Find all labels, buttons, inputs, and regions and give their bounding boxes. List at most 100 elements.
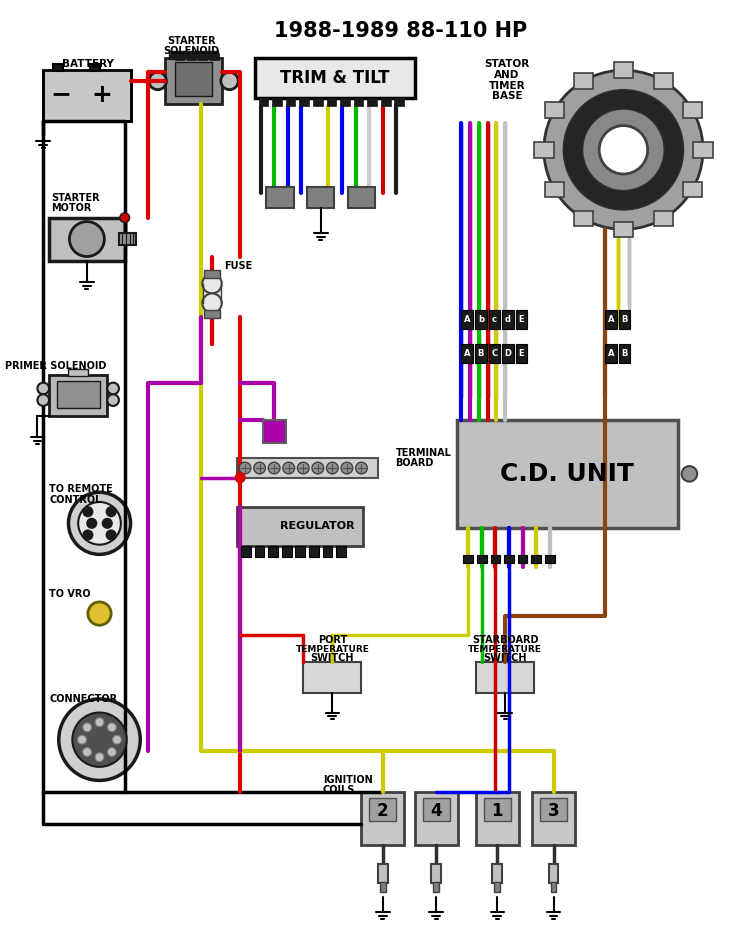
Text: COILS: COILS [323, 785, 355, 795]
Circle shape [83, 530, 93, 540]
Bar [187, 53, 196, 60]
Bar [653, 73, 673, 89]
Bar [119, 234, 137, 245]
Bar [456, 419, 678, 528]
Text: SWITCH: SWITCH [311, 653, 354, 663]
Bar [354, 98, 363, 106]
Circle shape [37, 394, 49, 406]
Bar [476, 792, 519, 845]
Bar [532, 792, 575, 845]
Circle shape [83, 723, 92, 732]
Bar [272, 98, 282, 106]
Bar [268, 546, 278, 557]
Text: TO REMOTE: TO REMOTE [49, 484, 112, 494]
Circle shape [202, 274, 222, 294]
Bar [262, 419, 286, 443]
Bar [605, 310, 617, 329]
Circle shape [149, 72, 166, 90]
Circle shape [95, 753, 104, 762]
Text: B: B [621, 349, 628, 358]
Circle shape [83, 507, 93, 517]
Circle shape [107, 723, 116, 732]
Circle shape [83, 748, 92, 756]
Text: A: A [464, 349, 470, 358]
Bar [516, 344, 528, 363]
Circle shape [120, 213, 129, 222]
Text: E: E [519, 315, 524, 325]
Circle shape [599, 126, 648, 174]
Circle shape [107, 507, 116, 517]
Bar [574, 73, 593, 89]
Text: CONNECTOR: CONNECTOR [49, 694, 117, 704]
Bar [484, 798, 511, 821]
Text: TEMPERATURE: TEMPERATURE [468, 645, 542, 654]
Text: 1988-1989 88-110 HP: 1988-1989 88-110 HP [273, 22, 527, 41]
Text: D: D [504, 349, 512, 358]
Bar [57, 381, 99, 408]
Bar [534, 142, 553, 158]
Text: A: A [608, 349, 614, 358]
Bar [475, 310, 487, 329]
Bar [683, 102, 702, 118]
Text: CONTROL: CONTROL [49, 495, 101, 505]
Bar [423, 798, 450, 821]
Text: C: C [491, 349, 498, 358]
Bar [693, 142, 713, 158]
Bar [241, 546, 251, 557]
Circle shape [107, 530, 116, 540]
Bar [313, 98, 323, 106]
Text: A: A [608, 315, 614, 325]
Bar [68, 369, 88, 376]
Bar [495, 883, 501, 892]
Bar [49, 375, 107, 416]
Text: BATTERY: BATTERY [62, 59, 114, 69]
Bar [462, 310, 473, 329]
Text: PORT: PORT [318, 635, 347, 644]
Circle shape [235, 473, 245, 482]
Bar [574, 211, 593, 226]
Bar [165, 57, 222, 104]
Bar [90, 65, 99, 71]
Bar [516, 310, 528, 329]
Circle shape [202, 294, 222, 312]
Circle shape [78, 502, 121, 545]
Text: STARTER: STARTER [168, 37, 216, 46]
Bar [502, 344, 514, 363]
Bar [237, 459, 378, 477]
Circle shape [298, 462, 309, 474]
Bar [614, 221, 633, 237]
Text: d: d [505, 315, 511, 325]
Circle shape [68, 492, 131, 554]
Circle shape [69, 221, 104, 256]
Bar [282, 546, 292, 557]
Text: +: + [91, 83, 112, 107]
Bar [309, 546, 319, 557]
Text: AND: AND [495, 70, 520, 80]
Bar [545, 182, 564, 197]
Text: FUSE: FUSE [223, 261, 252, 271]
Bar [255, 57, 415, 98]
Bar [326, 98, 336, 106]
Text: BASE: BASE [492, 91, 523, 101]
Circle shape [88, 602, 111, 626]
Circle shape [583, 109, 664, 190]
Bar [210, 53, 219, 60]
Bar [255, 546, 265, 557]
Bar [463, 555, 473, 563]
Circle shape [102, 519, 112, 528]
Bar [175, 53, 184, 60]
Bar [415, 792, 457, 845]
Bar [545, 102, 564, 118]
Circle shape [681, 466, 698, 481]
Bar [204, 283, 220, 303]
Text: STARTER: STARTER [51, 193, 100, 204]
Text: TIMER: TIMER [489, 81, 526, 91]
Bar [605, 344, 617, 363]
Text: C.D. UNIT: C.D. UNIT [501, 461, 634, 486]
Text: TRIM & TILT: TRIM & TILT [279, 69, 389, 87]
Circle shape [283, 462, 295, 474]
Circle shape [107, 394, 119, 406]
Bar [540, 798, 567, 821]
Bar [304, 662, 362, 693]
Text: b: b [478, 315, 484, 325]
